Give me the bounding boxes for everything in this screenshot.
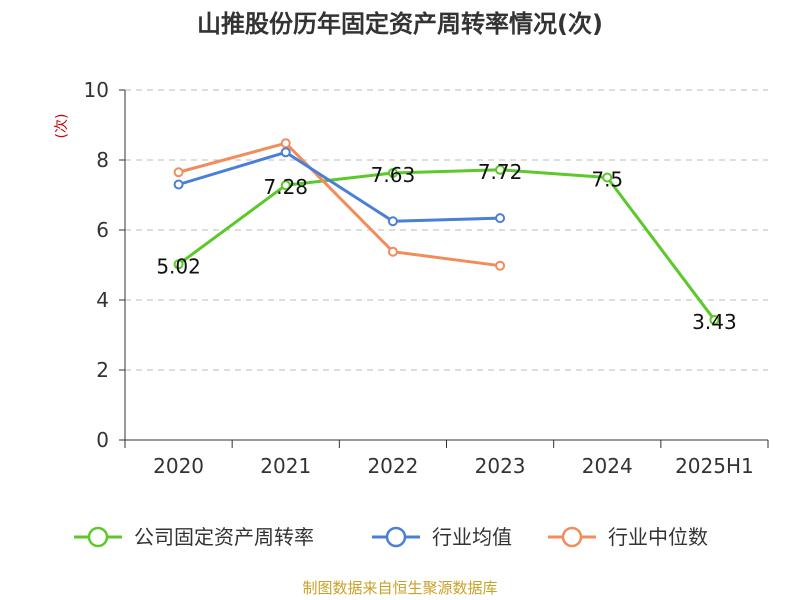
y-tick-label: 4: [96, 288, 109, 312]
data-point: [495, 260, 506, 271]
series-line: [178, 150, 501, 223]
legend-marker: [87, 526, 109, 548]
data-label: 7.28: [263, 175, 308, 199]
data-label: 3.43: [692, 310, 737, 334]
grid-lines: [125, 89, 768, 371]
data-point: [387, 246, 398, 257]
data-label: 7.63: [371, 163, 416, 187]
data-point: [495, 213, 506, 224]
data-label: 7.5: [591, 168, 623, 192]
data-label: 7.72: [478, 160, 523, 184]
axes: 0 2 4 6 8 10 2020 2021 2022 2023 2024 2025H1: [84, 78, 769, 478]
legend-marker: [561, 526, 583, 548]
data-point: [495, 164, 506, 175]
y-tick-label: 0: [96, 428, 109, 452]
y-tick-label: 2: [96, 358, 109, 382]
data-point: [173, 179, 184, 190]
x-tick-label: 2024: [582, 454, 633, 478]
chart-title: 山推股份历年固定资产周转率情况(次): [197, 10, 603, 38]
data-point: [387, 167, 398, 178]
data-point: [602, 172, 613, 183]
data-label: 5.02: [156, 254, 201, 278]
source-note: 制图数据来自恒生聚源数据库: [302, 579, 497, 597]
legend-label: 公司固定资产周转率: [134, 525, 314, 549]
x-tick-label: 2022: [367, 454, 418, 478]
legend-marker: [385, 526, 407, 548]
data-point: [709, 314, 720, 325]
series-layer: [173, 138, 720, 325]
series-line: [177, 168, 716, 321]
y-tick-label: 8: [96, 148, 109, 172]
y-axis-label: (次): [54, 114, 70, 139]
legend-label: 行业均值: [432, 525, 512, 549]
data-labels: 5.02 7.28 7.63 7.72 7.5 3.43: [156, 160, 736, 334]
data-point: [173, 259, 184, 270]
series-line: [178, 141, 501, 268]
data-point: [280, 138, 291, 149]
data-point: [387, 216, 398, 227]
data-point: [280, 180, 291, 191]
legend: 公司固定资产周转率 行业均值 行业中位数: [74, 525, 708, 549]
data-point: [173, 167, 184, 178]
y-tick-label: 6: [96, 218, 109, 242]
y-tick-label: 10: [84, 78, 109, 102]
x-tick-label: 2021: [260, 454, 311, 478]
x-tick-label: 2020: [153, 454, 204, 478]
x-tick-label: 2025H1: [675, 454, 754, 478]
data-point: [280, 147, 291, 158]
legend-label: 行业中位数: [608, 525, 708, 549]
x-tick-label: 2023: [475, 454, 526, 478]
